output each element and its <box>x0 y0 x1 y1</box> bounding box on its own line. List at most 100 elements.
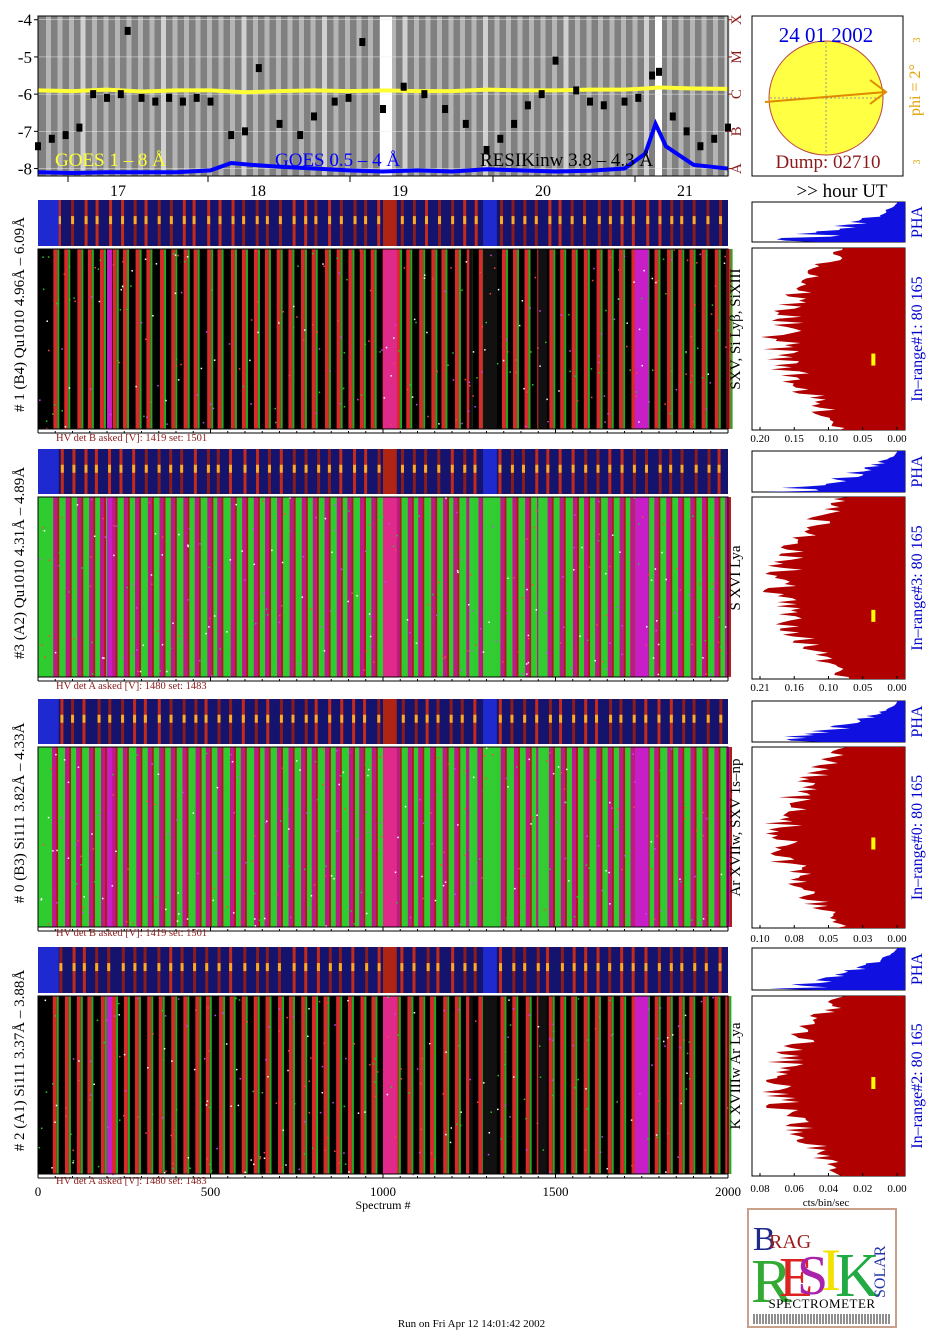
spectrogram-speckle <box>72 1058 75 1060</box>
goes-stripe <box>287 16 293 176</box>
pha-strip-peak <box>255 216 259 225</box>
spectrogram-speckle <box>368 340 370 342</box>
spectrogram-speckle <box>688 1078 691 1080</box>
spectrogram-speckle <box>528 758 531 761</box>
spectrogram-speckle <box>212 887 215 890</box>
spectrogram-speckle <box>411 396 414 398</box>
goes-stripe <box>667 16 672 176</box>
spectrogram-speckle <box>610 1034 613 1037</box>
spectrogram-speckle <box>607 1173 609 1176</box>
spectrogram-speckle <box>252 1163 255 1166</box>
spectrogram-speckle <box>246 1021 248 1023</box>
spectrogram-speckle <box>285 505 288 508</box>
spectrogram-speckle <box>161 1117 164 1119</box>
spectrogram-column-edge <box>315 747 318 927</box>
spectrogram-speckle <box>711 304 714 306</box>
spectrogram-speckle <box>722 885 724 888</box>
spectrogram-speckle <box>43 530 46 532</box>
spectrogram-speckle <box>113 1015 116 1017</box>
spectrogram-column <box>478 249 483 429</box>
spectrogram-speckle <box>468 381 471 384</box>
spectrogram-speckle <box>322 783 324 786</box>
goes-stripe <box>333 16 339 176</box>
spectrogram-speckle <box>409 631 411 634</box>
pha-strip-peak <box>670 216 674 225</box>
spectrogram-column-edge <box>115 497 118 677</box>
pha-strip-peak <box>412 963 416 972</box>
spectrogram-speckle <box>172 622 174 625</box>
pha-strip-peak <box>560 963 564 972</box>
spectrogram-column-edge <box>126 747 129 927</box>
spectrogram-speckle <box>219 648 221 650</box>
spectrogram-column-edge <box>588 497 591 677</box>
goes-stripe <box>241 16 247 176</box>
spectrogram-column-edge <box>718 996 721 1174</box>
spectrogram-column <box>311 249 316 429</box>
goes-stripe <box>437 16 442 176</box>
spectrogram-speckle <box>692 515 694 518</box>
spectrogram-column <box>666 497 671 677</box>
spectrogram-speckle <box>491 525 494 528</box>
count-hist-ticklabel: 0.10 <box>750 933 770 945</box>
spectrogram-speckle <box>211 289 213 291</box>
pha-strip-peak <box>498 714 502 723</box>
spectrogram-speckle <box>238 368 241 370</box>
spectrogram-speckle <box>552 1030 555 1032</box>
spectrogram-speckle <box>539 365 541 367</box>
spectrogram-speckle <box>310 805 312 808</box>
spectrogram-column <box>370 249 375 429</box>
spectrogram-speckle <box>509 371 511 373</box>
pha-strip-peak <box>243 963 247 972</box>
spectrogram-speckle <box>73 297 75 299</box>
spectrogram-speckle <box>511 771 513 773</box>
spectrogram-speckle <box>562 626 565 629</box>
spectrogram-quiet-band <box>538 497 547 677</box>
spectrogram-column <box>288 747 293 927</box>
pha-strip-peak <box>680 963 684 972</box>
spectrogram-speckle <box>365 650 368 653</box>
spectrogram-speckle <box>635 395 637 397</box>
pha-strip-peak <box>256 464 260 473</box>
spectrogram-speckle <box>479 627 482 630</box>
spectrogram-speckle <box>54 1121 56 1124</box>
spectrogram-speckle <box>400 1077 403 1080</box>
spectrogram-speckle <box>264 917 266 920</box>
spectrogram-quiet-band <box>469 249 473 429</box>
spectrogram-speckle <box>136 649 138 651</box>
spectrogram-speckle <box>657 643 660 646</box>
spectrogram-speckle <box>348 1171 350 1173</box>
spectrogram-speckle <box>419 798 421 801</box>
spectrogram-speckle <box>588 867 590 869</box>
spectrogram-speckle <box>70 1133 72 1135</box>
spectrogram-speckle <box>101 657 104 659</box>
sun-phi-label: phi = 2° <box>907 64 924 116</box>
spectrogram-speckle <box>119 309 122 311</box>
spectrogram-speckle <box>112 773 114 776</box>
spectrogram-column-edge <box>316 497 319 677</box>
pha-strip-peak <box>351 963 355 972</box>
resik-point <box>297 131 304 140</box>
spectrogram-speckle <box>369 1064 371 1066</box>
pha-strip-peak <box>314 714 318 723</box>
pha-strip-peak <box>534 216 538 225</box>
pha-strip-peak <box>412 216 416 225</box>
resik-point <box>462 119 469 128</box>
pha-strip-peak <box>460 714 464 723</box>
spectrogram-speckle <box>45 1091 48 1093</box>
spectrogram-speckle <box>659 910 662 913</box>
spectrogram-speckle <box>464 597 466 600</box>
spectrogram-column-edge <box>575 747 578 927</box>
spectrogram-speckle <box>607 413 609 415</box>
spectrogram-speckle <box>93 535 96 538</box>
spectrogram-speckle <box>517 651 520 653</box>
spectrogram-speckle <box>457 824 459 826</box>
spectrogram-column <box>454 747 459 927</box>
spectrogram-column <box>265 497 270 677</box>
spectrogram-column-edge <box>705 249 708 429</box>
spectrogram-speckle <box>641 516 644 519</box>
spectrogram-speckle <box>295 760 298 762</box>
spectrogram-speckle <box>364 763 367 766</box>
spectrogram-speckle <box>312 252 314 255</box>
spectrogram-speckle <box>106 1126 109 1129</box>
pha-strip-peak <box>706 714 710 723</box>
